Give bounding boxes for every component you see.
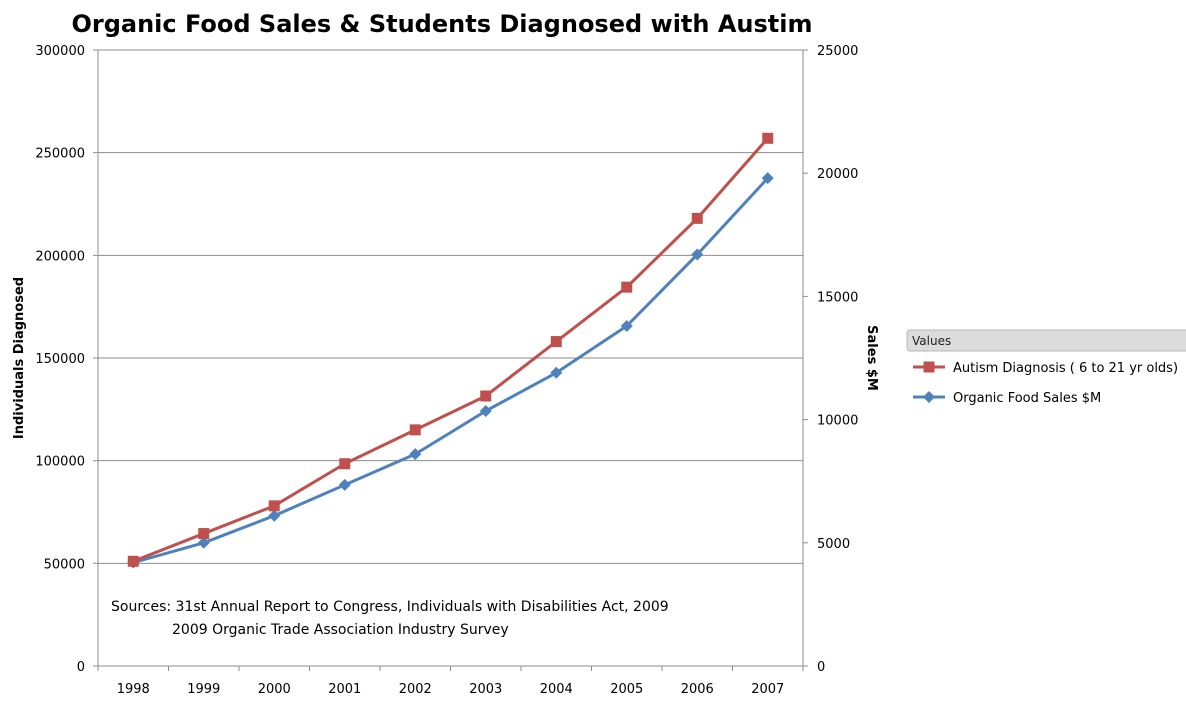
- x-tick-label: 1999: [187, 682, 220, 697]
- x-tick-label: 2003: [469, 682, 502, 697]
- data-point: [409, 424, 421, 436]
- x-tick-label: 2007: [751, 682, 784, 697]
- y2-tick-label: 25000: [817, 44, 858, 59]
- y-tick-label: 250000: [35, 147, 85, 162]
- y-axis-title: Individuals Diagnosed: [12, 277, 27, 439]
- data-point: [127, 555, 139, 567]
- data-point: [198, 528, 210, 540]
- data-point: [761, 172, 774, 185]
- data-point: [621, 281, 633, 293]
- x-tick-label: 2000: [258, 682, 291, 697]
- x-tick-label: 2006: [681, 682, 714, 697]
- legend-header: Values: [912, 334, 951, 348]
- series: [127, 132, 774, 569]
- y-tick-label: 50000: [44, 557, 85, 572]
- x-tick-label: 2004: [540, 682, 573, 697]
- data-point: [197, 536, 210, 549]
- y2-tick-label: 0: [817, 660, 825, 675]
- data-point: [479, 404, 492, 417]
- chart-title: Organic Food Sales & Students Diagnosed …: [71, 10, 812, 38]
- legend-items: Autism Diagnosis ( 6 to 21 yr olds) Organ…: [913, 361, 1178, 406]
- data-point: [480, 390, 492, 402]
- series-line: [132, 177, 769, 564]
- data-point: [338, 478, 351, 491]
- x-tick-label: 2005: [610, 682, 643, 697]
- legend-swatch-marker: [923, 361, 935, 373]
- source-note-1: Sources: 31st Annual Report to Congress,…: [111, 599, 669, 615]
- axes: 0 50000 100000 150000 200000 250000 300000 0 500…: [35, 44, 858, 697]
- legend-swatch-marker: [923, 391, 935, 403]
- series-line: [132, 137, 769, 563]
- legend-header-box: [906, 329, 1186, 352]
- gridlines: [98, 49, 803, 564]
- y2-tick-label: 5000: [817, 537, 850, 552]
- data-point: [762, 132, 774, 144]
- legend: Values Autism Diagnosis ( 6 to 21 yr old…: [906, 329, 1186, 406]
- legend-label: Autism Diagnosis ( 6 to 21 yr olds): [953, 361, 1178, 376]
- x-tick-label: 1998: [117, 682, 150, 697]
- y-tick-label: 200000: [35, 249, 85, 264]
- data-point: [691, 212, 703, 224]
- series-group: [127, 132, 774, 567]
- data-point: [339, 458, 351, 470]
- data-point: [268, 500, 280, 512]
- x-tick-label: 2001: [328, 682, 361, 697]
- data-point: [691, 248, 704, 261]
- y-tick-label: 150000: [35, 352, 85, 367]
- source-note-2: 2009 Organic Trade Association Industry …: [172, 622, 509, 638]
- y-tick-label: 300000: [35, 44, 85, 59]
- legend-label: Organic Food Sales $M: [953, 391, 1101, 406]
- data-point: [268, 509, 281, 522]
- data-point: [550, 366, 563, 379]
- y2-tick-label: 20000: [817, 167, 858, 182]
- series-group: [127, 172, 774, 569]
- data-point: [409, 448, 422, 461]
- data-point: [550, 336, 562, 348]
- y-tick-label: 0: [77, 660, 85, 675]
- y-tick-label: 100000: [35, 455, 85, 470]
- y2-axis-title: Sales $M: [864, 325, 879, 391]
- data-point: [620, 319, 633, 332]
- y2-tick-label: 15000: [817, 290, 858, 305]
- x-tick-label: 2002: [399, 682, 432, 697]
- y2-tick-label: 10000: [817, 414, 858, 429]
